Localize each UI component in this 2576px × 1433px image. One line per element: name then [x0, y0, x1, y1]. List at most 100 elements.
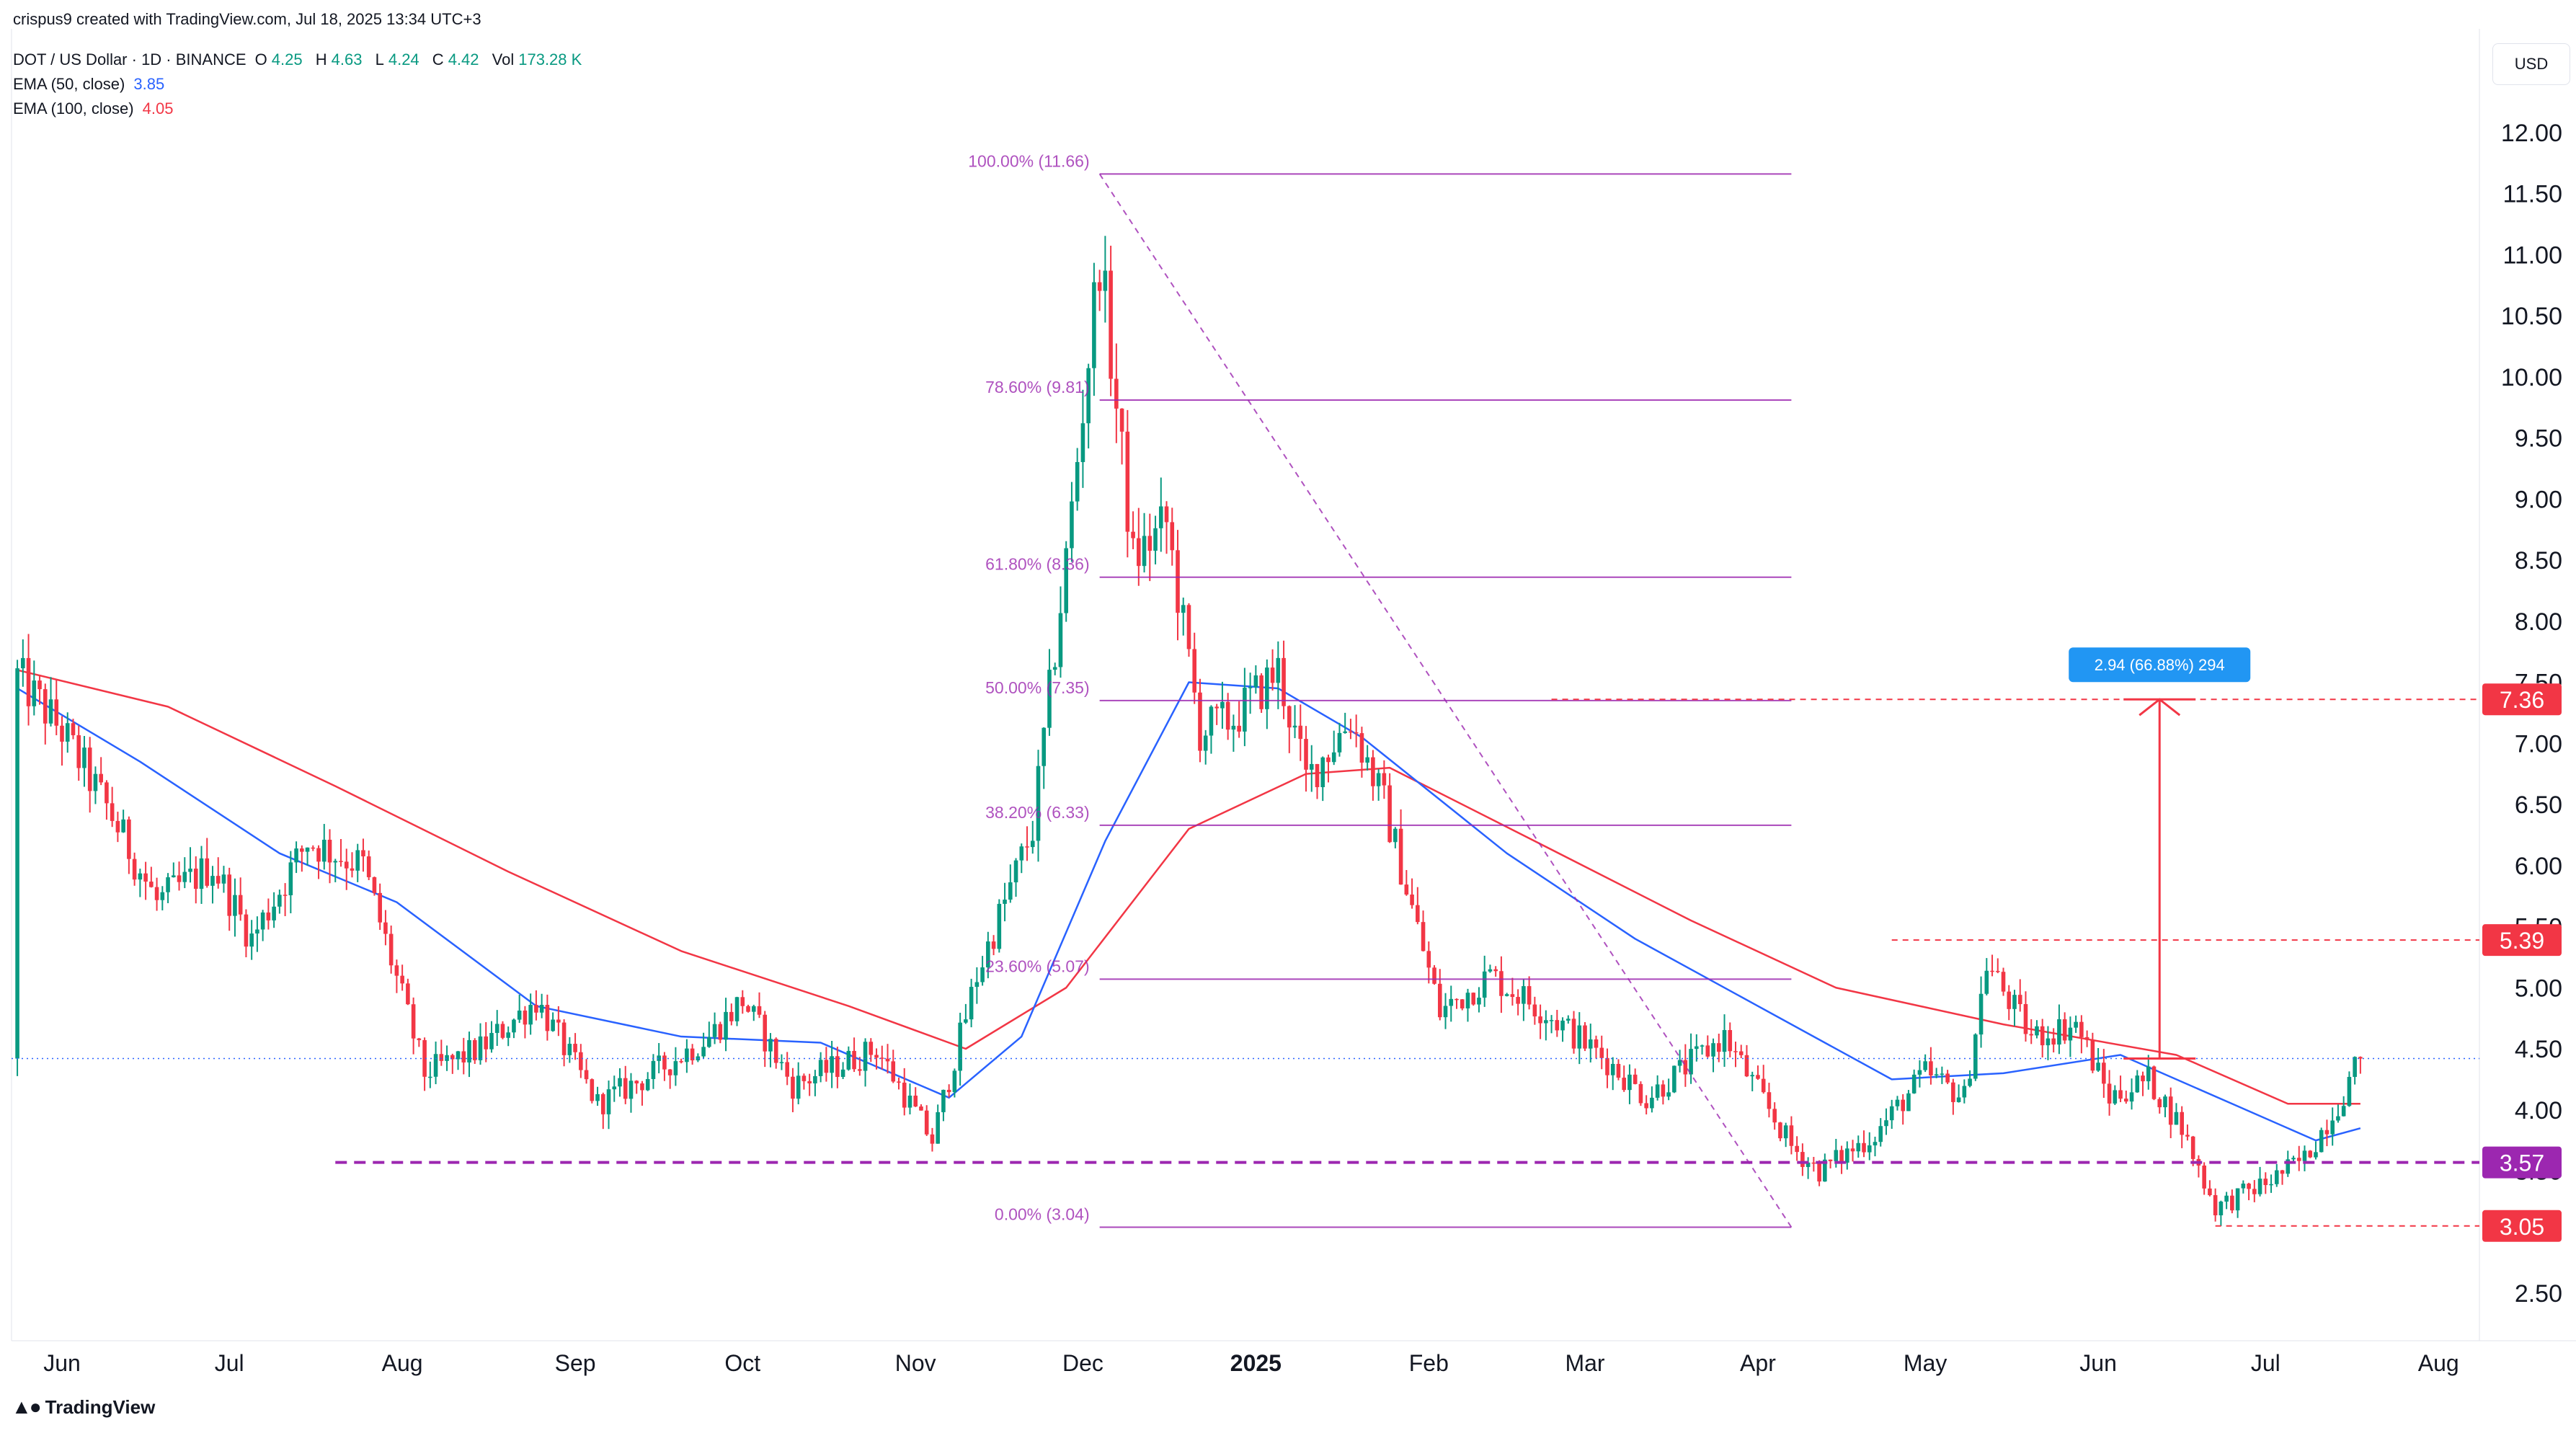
ema50-legend[interactable]: EMA (50, close) 3.85 [13, 75, 169, 94]
chart-credit: crispus9 created with TradingView.com, J… [13, 10, 481, 28]
currency-button[interactable]: USD [2492, 43, 2570, 85]
candle-body [930, 1134, 935, 1144]
candle-body [2286, 1159, 2291, 1174]
price-level-tag-text: 3.05 [2500, 1214, 2544, 1240]
candle-body [902, 1082, 907, 1108]
candle-body [60, 725, 64, 742]
candle-body [1750, 1075, 1755, 1077]
symbol-legend[interactable]: DOT / US Dollar · 1D · BINANCE O 4.25 H 4.… [13, 50, 590, 69]
candle-body [2235, 1188, 2240, 1211]
candle-body [1850, 1148, 1855, 1152]
candle-body [1677, 1060, 1682, 1066]
candle-body [2074, 1021, 2078, 1028]
candle-body [891, 1061, 896, 1082]
candle-body [1114, 378, 1119, 409]
candle-body [1237, 725, 1241, 732]
candle-body [1772, 1109, 1777, 1123]
x-tick-label: Aug [2418, 1350, 2459, 1376]
candle-body [1047, 670, 1052, 728]
candle-body [1036, 766, 1041, 841]
candle-body [450, 1055, 455, 1060]
candle-body [406, 983, 410, 1005]
candle-body [946, 1089, 951, 1093]
ohlc-high: H 4.63 [316, 50, 367, 68]
candle-body [773, 1039, 778, 1063]
candle-body [294, 848, 298, 863]
candle-body [2035, 1026, 2039, 1036]
candle-body [1577, 1025, 1582, 1049]
candle-body [2079, 1021, 2084, 1037]
candle-body [707, 1037, 711, 1047]
price-level-tag-text: 7.36 [2500, 687, 2544, 713]
candle-body [1309, 763, 1314, 770]
candle-body [1806, 1162, 1811, 1167]
candle-body [964, 1019, 968, 1023]
x-tick-label: Oct [724, 1350, 760, 1376]
candle-body [238, 895, 243, 915]
candle-body [2051, 1038, 2056, 1045]
candle-body [1571, 1019, 1576, 1049]
candle-body [1655, 1084, 1660, 1098]
candle-body [679, 1061, 683, 1062]
candle-body [2190, 1136, 2195, 1159]
candle-body [1326, 757, 1331, 763]
candle-body [1951, 1082, 1955, 1102]
ohlc-close: C 4.42 [432, 50, 484, 68]
candle-body [210, 876, 215, 886]
candle-body [2219, 1201, 2224, 1215]
candle-body [344, 861, 349, 869]
candle-body [662, 1055, 667, 1070]
candle-body [1443, 1006, 1448, 1018]
x-tick-label: Mar [1565, 1350, 1604, 1376]
candle-body [858, 1069, 862, 1071]
candle-body [645, 1078, 650, 1091]
candle-body [640, 1083, 644, 1091]
candle-body [1158, 506, 1163, 528]
candle-body [2280, 1170, 2285, 1174]
candle-body [2023, 1003, 2028, 1034]
candle-body [2202, 1165, 2206, 1189]
candle-body [1522, 986, 1526, 1004]
candle-body [2151, 1066, 2157, 1099]
candle-body [54, 699, 59, 726]
price-level-tag-text: 5.39 [2500, 928, 2544, 954]
x-tick-label: Jun [2079, 1350, 2117, 1376]
candle-body [478, 1036, 483, 1060]
candle-body [506, 1032, 510, 1038]
candle-body [1437, 983, 1442, 1018]
candle-body [1393, 828, 1398, 843]
candle-body [958, 1022, 962, 1071]
candle-body [1516, 997, 1520, 1004]
candle-body [2124, 1099, 2128, 1102]
candle-body [673, 1061, 678, 1075]
candle-body [1220, 701, 1225, 709]
candle-body [1800, 1152, 1805, 1167]
candle-body [2263, 1179, 2268, 1186]
candle-body [472, 1040, 477, 1060]
measure-label-text: 2.94 (66.88%) 294 [2095, 656, 2225, 674]
candle-body [1778, 1122, 1782, 1139]
candle-body [1449, 998, 1454, 1006]
candle-body [874, 1055, 879, 1058]
candle-body [2324, 1130, 2329, 1135]
candle-body [87, 747, 92, 791]
candle-body [1884, 1120, 1888, 1127]
candle-body [1243, 688, 1247, 732]
candle-body [1080, 423, 1085, 463]
candle-body [746, 1006, 750, 1012]
candle-body [115, 820, 120, 833]
candle-body [255, 929, 259, 934]
candle-body [1672, 1065, 1676, 1093]
candle-body [824, 1060, 829, 1073]
candle-body [305, 847, 310, 852]
x-tick-label: 2025 [1230, 1350, 1282, 1376]
candle-body [551, 1019, 555, 1032]
candle-body [701, 1047, 706, 1057]
fib-level-label: 0.00% (3.04) [995, 1204, 1090, 1223]
tradingview-logo[interactable]: ▲● TradingView [12, 1396, 155, 1419]
ema100-legend[interactable]: EMA (100, close) 4.05 [13, 99, 177, 118]
fib-level-label: 100.00% (11.66) [968, 151, 1089, 170]
volume: Vol 173.28 K [492, 50, 587, 68]
candle-body [567, 1044, 572, 1055]
